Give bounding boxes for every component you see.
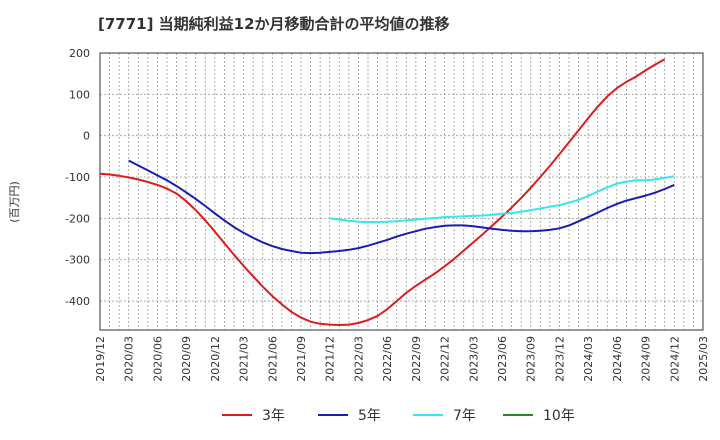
x-tick-label: 2024/03 [582, 336, 595, 382]
x-tick-label: 2021/09 [295, 336, 308, 382]
plot-frame [99, 52, 704, 331]
x-tick-label: 2022/03 [352, 336, 365, 382]
series-line-5年 [128, 159, 675, 255]
x-tick-label: 2024/12 [668, 336, 681, 382]
x-tick-label: 2022/09 [410, 336, 423, 382]
y-tick-label: 0 [83, 130, 90, 143]
x-tick-label: 2023/06 [496, 336, 509, 382]
y-tick-label: -400 [65, 295, 90, 308]
x-axis-ticks: 2019/12 2020/03 2020/06 2020/09 2020/12 2021/… [94, 336, 710, 382]
x-tick-label: 2022/12 [439, 336, 452, 382]
x-tick-label: 2021/06 [266, 336, 279, 382]
y-axis-ticks: 200 100 0 -100 -200 -300 -400 [65, 47, 90, 308]
x-tick-label: 2020/09 [180, 336, 193, 382]
series-line-3年 [99, 58, 666, 326]
chart-title: [7771] 当期純利益12か月移動合計の平均値の推移 [98, 15, 450, 33]
chart-grid [100, 52, 703, 330]
x-tick-label: 2020/06 [151, 336, 164, 382]
x-tick-label: 2021/03 [238, 336, 251, 382]
chart-legend: 3年 5年 7年 10年 [222, 408, 575, 424]
y-tick-label: -100 [65, 171, 90, 184]
y-tick-label: -300 [65, 254, 90, 267]
plot-border [99, 52, 704, 331]
x-tick-label: 2020/03 [123, 336, 136, 382]
y-tick-label: -200 [65, 212, 90, 225]
legend-label: 10年 [543, 408, 575, 424]
legend-label: 5年 [358, 408, 381, 424]
legend-label: 3年 [262, 408, 285, 424]
x-tick-label: 2022/06 [381, 336, 394, 382]
series-lines [99, 58, 675, 326]
x-tick-label: 2024/09 [640, 336, 653, 382]
series-line-7年 [329, 175, 675, 224]
x-tick-label: 2024/06 [611, 336, 624, 382]
x-tick-label: 2020/12 [209, 336, 222, 382]
y-tick-label: 100 [69, 88, 90, 101]
x-tick-label: 2023/09 [525, 336, 538, 382]
x-tick-label: 2019/12 [94, 336, 107, 382]
x-tick-label: 2021/12 [324, 336, 337, 382]
x-tick-label: 2023/12 [553, 336, 566, 382]
y-tick-label: 200 [69, 47, 90, 60]
y-axis-label: (百万円) [8, 181, 21, 223]
x-tick-label: 2025/03 [697, 336, 710, 382]
legend-label: 7年 [453, 408, 476, 424]
x-tick-label: 2023/03 [467, 336, 480, 382]
